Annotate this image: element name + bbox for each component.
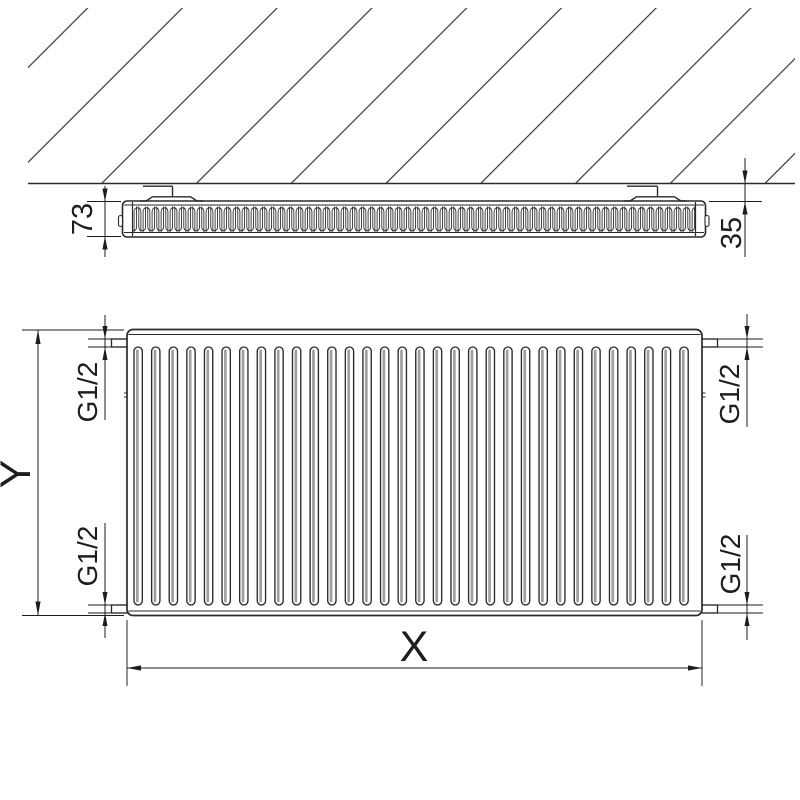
mounting-bracket-right bbox=[624, 185, 687, 202]
fin-groove-shade bbox=[276, 349, 280, 603]
stub-bottom-left bbox=[110, 604, 129, 614]
connection-thread-label: G1/2 bbox=[714, 364, 745, 425]
arrow-right-icon bbox=[688, 665, 702, 671]
height-dimension-label: Y bbox=[0, 460, 40, 489]
fin-groove-shade bbox=[400, 349, 403, 603]
stub-top-right bbox=[700, 338, 719, 348]
dimension-wall-gap-35: 35 bbox=[709, 158, 762, 257]
mounting-bracket-left bbox=[140, 185, 203, 202]
arrow-up-icon bbox=[35, 330, 41, 344]
arrow-down-icon bbox=[35, 601, 41, 616]
arrow-up-icon bbox=[102, 236, 108, 250]
fin-groove-shade bbox=[523, 349, 527, 603]
dimension-connection-top-left: G1/2 bbox=[72, 315, 127, 422]
fin-groove-shade bbox=[576, 349, 579, 603]
fin-groove-shade bbox=[435, 349, 439, 603]
arrow-up-icon bbox=[744, 347, 750, 360]
edge-notches bbox=[124, 392, 706, 398]
stub-top-left bbox=[110, 338, 129, 348]
fin-groove-shade bbox=[329, 349, 333, 603]
arrow-down-icon bbox=[102, 592, 108, 605]
front-view: Y X G1/2 G1/2 bbox=[0, 314, 763, 686]
fin-groove-shade bbox=[593, 349, 597, 603]
arrow-down-icon bbox=[744, 326, 750, 339]
dimension-width-X: X bbox=[126, 620, 703, 686]
fin-groove-shade bbox=[312, 349, 315, 603]
fin-groove-shade bbox=[347, 349, 351, 603]
wall-hatching bbox=[28, 8, 795, 183]
fin-groove-shade bbox=[241, 349, 245, 603]
width-dimension-label: X bbox=[400, 623, 429, 671]
fin-groove-shade bbox=[382, 349, 386, 603]
arrow-down-icon bbox=[744, 592, 750, 605]
arrow-down-icon bbox=[102, 326, 108, 339]
fin-groove-shade bbox=[153, 349, 157, 603]
fin-groove-shade bbox=[259, 349, 262, 603]
arrow-left-icon bbox=[127, 665, 141, 671]
fin-groove-shade bbox=[171, 349, 174, 603]
dimension-connection-top-right: G1/2 bbox=[702, 314, 763, 427]
right-plug bbox=[704, 214, 710, 228]
convector-fins-texture bbox=[133, 206, 695, 232]
left-plug bbox=[117, 214, 124, 228]
fin-groove-shade bbox=[470, 349, 474, 603]
fin-groove-shade bbox=[452, 349, 456, 603]
fin-groove-shade bbox=[488, 349, 491, 603]
fin-groove-shade bbox=[558, 349, 562, 603]
dimension-connection-bottom-left: G1/2 bbox=[72, 523, 127, 638]
connection-thread-label: G1/2 bbox=[72, 526, 103, 587]
fin-groove-shade bbox=[136, 349, 139, 603]
fin-groove-shade bbox=[417, 349, 421, 603]
fin-groove-shade bbox=[629, 349, 632, 603]
fin-groove-shade bbox=[664, 349, 667, 603]
arrow-down-icon bbox=[742, 170, 748, 184]
wall-gap-dimension-label: 35 bbox=[716, 217, 748, 249]
fin-groove-shade bbox=[681, 349, 685, 603]
radiator-section-body bbox=[117, 200, 710, 238]
dimension-height-Y: Y bbox=[0, 329, 124, 616]
fin-groove-shade bbox=[505, 349, 509, 603]
fin-groove-shade bbox=[224, 349, 227, 603]
dimension-depth-73: 73 bbox=[67, 186, 121, 257]
stub-bottom-right bbox=[700, 604, 719, 614]
fin-groove-shade bbox=[364, 349, 368, 603]
depth-dimension-label: 73 bbox=[67, 203, 99, 235]
arrow-down-icon bbox=[102, 188, 108, 202]
fin-groove-shade bbox=[646, 349, 650, 603]
arrow-up-icon bbox=[744, 613, 750, 626]
arrow-up-icon bbox=[102, 613, 108, 626]
connection-thread-label: G1/2 bbox=[72, 362, 103, 423]
front-fin-grooves bbox=[133, 346, 689, 606]
dimension-connection-bottom-right: G1/2 bbox=[702, 534, 763, 640]
fin-groove-shade bbox=[541, 349, 544, 603]
top-view-cross-section: 73 35 bbox=[28, 8, 795, 257]
arrow-up-icon bbox=[742, 201, 748, 215]
fin-groove-shade bbox=[294, 349, 298, 603]
arrow-up-icon bbox=[102, 347, 108, 360]
fin-groove-shade bbox=[611, 349, 615, 603]
connection-thread-label: G1/2 bbox=[715, 534, 746, 595]
fin-groove-shade bbox=[188, 349, 192, 603]
fin-groove-shade bbox=[206, 349, 210, 603]
